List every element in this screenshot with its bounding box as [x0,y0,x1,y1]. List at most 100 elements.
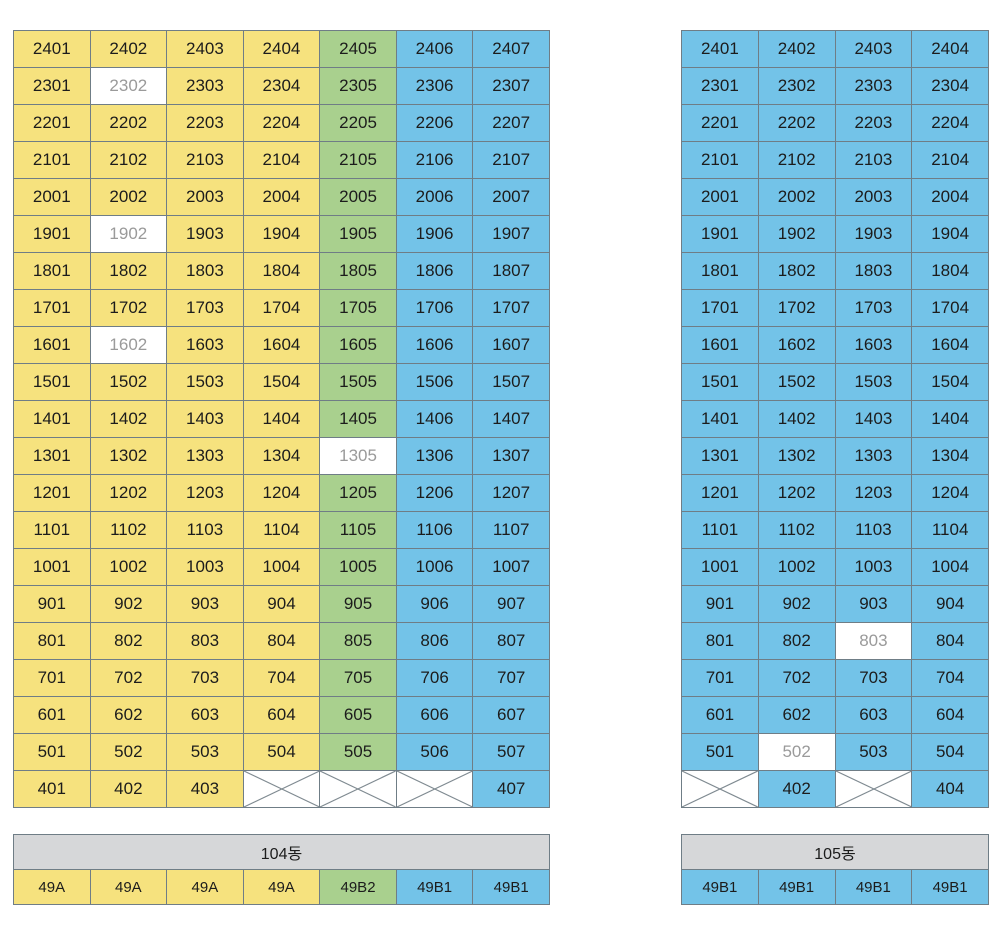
unit-cell: 704 [242,659,321,697]
unit-cell: 1301 [681,437,759,475]
floor-row: 901 902 903 904 905 906 907 [13,585,550,623]
unit-cell: 1003 [834,548,913,586]
unit-cell: 1806 [395,252,474,290]
unit-cell: 2003 [166,178,244,216]
unit-cell: 2303 [834,67,913,105]
unit-cell: 1504 [242,363,321,401]
unit-cell: 1606 [395,326,474,364]
unit-cell: 1302 [757,437,836,475]
building-104-label: 104동 [13,834,550,870]
unit-cell: 407 [472,770,550,808]
unit-cell: 1807 [472,252,550,290]
floor-row: 1701 1702 1703 1704 [681,289,989,327]
unit-cell: 1101 [681,511,759,549]
floor-row: 1601 1602 1603 1604 1605 1606 1607 [13,326,550,364]
floor-row: 901 902 903 904 [681,585,989,623]
unit-cell: 2305 [319,67,397,105]
floor-row: 2101 2102 2103 2104 [681,141,989,179]
unit-cell: 2106 [395,141,474,179]
unit-cell: 404 [911,770,989,808]
unit-cell: 1004 [911,548,989,586]
unit-cell-unavailable: 803 [834,622,913,660]
unit-cell: 1002 [89,548,168,586]
unit-cell: 1905 [319,215,397,253]
unit-cell: 604 [911,696,989,734]
unit-cell: 2403 [834,30,913,68]
unit-cell: 1003 [166,548,244,586]
unit-cell: 902 [757,585,836,623]
unit-cell: 401 [13,770,91,808]
unit-cell: 1502 [757,363,836,401]
unit-cell: 1906 [395,215,474,253]
unit-cell: 1702 [89,289,168,327]
unit-cell: 1507 [472,363,550,401]
unit-cell: 1503 [166,363,244,401]
unit-cell: 1104 [242,511,321,549]
unit-cell: 2301 [13,67,91,105]
unit-cell: 803 [166,622,244,660]
unit-cell: 1707 [472,289,550,327]
floor-row: 1101 1102 1103 1104 [681,511,989,549]
unit-cell: 1206 [395,474,474,512]
unit-cell: 601 [681,696,759,734]
unit-cell: 2003 [834,178,913,216]
unit-cell: 1702 [757,289,836,327]
unit-cell: 602 [89,696,168,734]
floor-row: 2001 2002 2003 2004 2005 2006 2007 [13,178,550,216]
unit-cell: 1603 [166,326,244,364]
unit-cell: 1203 [166,474,244,512]
unit-cell: 501 [681,733,759,771]
unit-cell: 1903 [166,215,244,253]
unit-cell: 806 [395,622,474,660]
unit-cell: 701 [681,659,759,697]
unit-cell: 707 [472,659,550,697]
unit-cell: 1801 [681,252,759,290]
unit-cell-unavailable: 1902 [89,215,168,253]
unit-cell: 1102 [757,511,836,549]
unit-cell: 2303 [166,67,244,105]
floor-row: 2401 2402 2403 2404 2405 2406 2407 [13,30,550,68]
unit-cell: 907 [472,585,550,623]
unit-cell: 2205 [319,104,397,142]
unit-cell: 1404 [911,400,989,438]
unit-cell: 1802 [757,252,836,290]
unit-cell: 1105 [319,511,397,549]
floor-row: 2301 2302 2303 2304 2305 2306 2307 [13,67,550,105]
unit-cell: 2005 [319,178,397,216]
unit-cell: 2007 [472,178,550,216]
floor-row: 501 502 503 504 505 506 507 [13,733,550,771]
unit-cell: 504 [911,733,989,771]
unit-cell: 1202 [89,474,168,512]
unit-cell: 702 [757,659,836,697]
unit-cell: 1403 [166,400,244,438]
unit-cell: 1402 [89,400,168,438]
unit-cell: 1903 [834,215,913,253]
unit-cell: 1704 [242,289,321,327]
floor-row: 1801 1802 1803 1804 1805 1806 1807 [13,252,550,290]
unit-cell: 2406 [395,30,474,68]
unit-cell: 804 [911,622,989,660]
floor-row: 501 502 503 504 [681,733,989,771]
unit-cell: 2403 [166,30,244,68]
unit-cell: 1303 [834,437,913,475]
unit-cell: 2105 [319,141,397,179]
floor-row: 1001 1002 1003 1004 [681,548,989,586]
unit-cell-unavailable: 502 [757,733,836,771]
floor-row: 701 702 703 704 [681,659,989,697]
unit-cell: 2306 [395,67,474,105]
unit-cell: 603 [166,696,244,734]
unit-cell: 606 [395,696,474,734]
unit-cell: 1601 [13,326,91,364]
unit-cell: 2006 [395,178,474,216]
unit-cell: 2103 [166,141,244,179]
building-104-unit-grid: 2401 2402 2403 2404 2405 2406 2407 2301 2302 2303… [13,30,550,808]
floor-row: 2401 2402 2403 2404 [681,30,989,68]
floor-row: 1901 1902 1903 1904 1905 1906 1907 [13,215,550,253]
floor-row: 1401 1402 1403 1404 [681,400,989,438]
unit-cell: 1306 [395,437,474,475]
unit-cell: 805 [319,622,397,660]
unit-cell: 1103 [834,511,913,549]
unit-cell: 604 [242,696,321,734]
unit-cell: 1301 [13,437,91,475]
floor-row: 1301 1302 1303 1304 [681,437,989,475]
